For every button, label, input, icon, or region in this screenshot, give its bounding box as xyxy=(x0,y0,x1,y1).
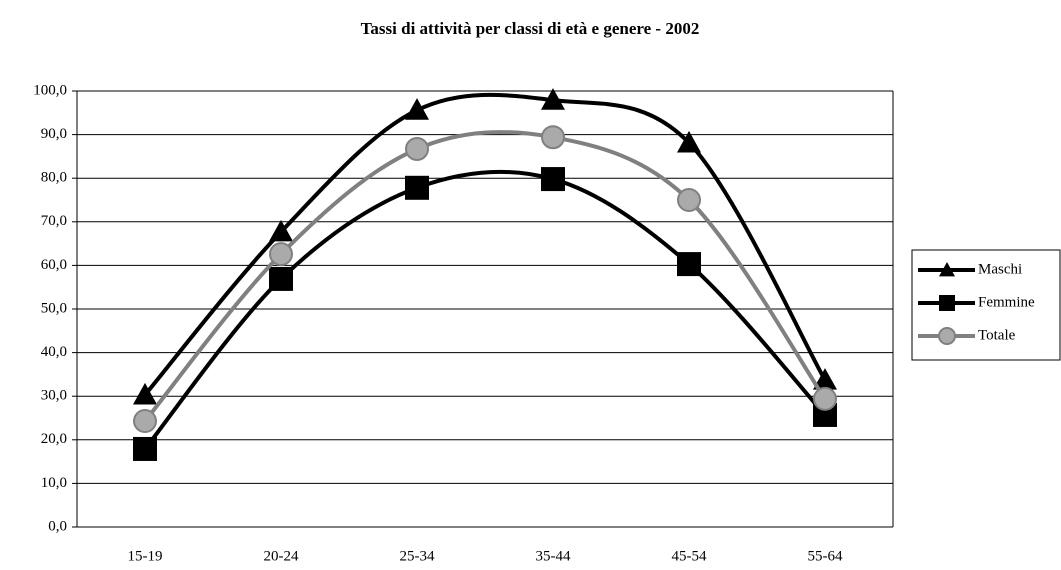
marker xyxy=(938,327,956,345)
marker xyxy=(405,98,429,120)
y-tick-label: 80,0 xyxy=(41,170,67,186)
y-tick-label: 30,0 xyxy=(41,388,67,404)
marker xyxy=(269,242,293,267)
y-tick-label: 70,0 xyxy=(41,213,67,229)
y-tick-label: 0,0 xyxy=(48,518,67,534)
marker xyxy=(541,88,565,110)
marker xyxy=(269,219,293,242)
marker xyxy=(677,252,701,277)
x-tick-label: 55-64 xyxy=(808,548,843,564)
y-tick-label: 20,0 xyxy=(41,431,67,447)
x-tick-label: 45-54 xyxy=(672,548,707,564)
series-line xyxy=(143,169,827,451)
marker xyxy=(541,125,565,150)
x-tick-label: 35-44 xyxy=(536,548,571,564)
legend-entry: Totale xyxy=(918,327,1016,345)
marker xyxy=(405,175,429,200)
marker xyxy=(939,295,955,311)
legend-entry: Femmine xyxy=(918,294,1035,311)
marker xyxy=(939,262,955,277)
legend-label: Femmine xyxy=(978,294,1035,310)
x-tick-label: 20-24 xyxy=(264,548,299,564)
marker xyxy=(405,136,429,161)
marker xyxy=(541,167,565,192)
marker xyxy=(813,386,837,411)
marker xyxy=(813,368,837,390)
y-tick-label: 10,0 xyxy=(41,475,67,491)
x-tick-label: 15-19 xyxy=(128,548,163,564)
y-tick-label: 100,0 xyxy=(33,82,67,98)
series-line xyxy=(143,130,827,423)
marker xyxy=(677,130,701,153)
legend-label: Totale xyxy=(978,327,1016,343)
series-line xyxy=(143,92,827,397)
y-tick-label: 60,0 xyxy=(41,257,67,273)
marker xyxy=(133,409,157,434)
marker xyxy=(133,436,157,461)
chart-title: Tassi di attività per classi di età e ge… xyxy=(361,19,700,38)
y-tick-label: 90,0 xyxy=(41,126,67,142)
y-tick-label: 50,0 xyxy=(41,300,67,316)
legend-entry: Maschi xyxy=(918,261,1022,277)
y-tick-label: 40,0 xyxy=(41,344,67,360)
marker xyxy=(269,266,293,291)
legend-label: Maschi xyxy=(978,261,1022,277)
x-tick-label: 25-34 xyxy=(400,548,435,564)
marker xyxy=(133,382,157,405)
marker xyxy=(677,188,701,212)
